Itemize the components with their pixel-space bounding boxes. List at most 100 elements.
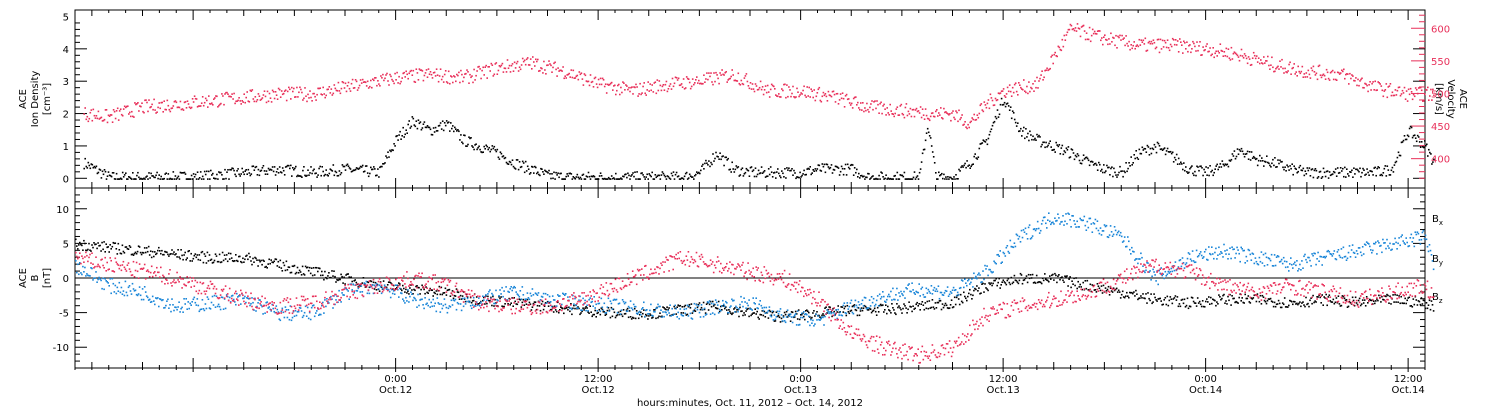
density-series-point	[373, 166, 375, 168]
density-series-point	[539, 174, 541, 177]
velocity-series-point	[1078, 28, 1081, 30]
velocity-series-point	[898, 114, 901, 116]
density-series-point	[747, 169, 750, 172]
density-series-point	[1263, 165, 1265, 167]
velocity-series-point	[935, 110, 937, 113]
density-series-point	[170, 178, 173, 180]
series-by-point	[125, 291, 128, 294]
velocity-series-point	[1292, 66, 1294, 69]
velocity-series-point	[957, 120, 959, 123]
series-by-point	[242, 297, 244, 300]
density-series-point	[711, 163, 713, 166]
series-bx-point	[1347, 305, 1350, 308]
velocity-series-point	[1194, 45, 1196, 48]
velocity-series-point	[1282, 67, 1284, 70]
density-series-point	[828, 167, 831, 170]
density-series-point	[1341, 170, 1343, 172]
series-by-point	[172, 304, 174, 306]
density-series-point	[1069, 156, 1072, 158]
velocity-series-point	[641, 92, 643, 94]
series-bx-point	[1300, 305, 1302, 308]
velocity-series-point	[921, 108, 924, 110]
density-series-point	[960, 166, 962, 169]
density-series-point	[1165, 150, 1168, 152]
density-series-point	[455, 128, 457, 130]
velocity-series-point	[183, 101, 186, 104]
velocity-series-point	[1392, 94, 1395, 97]
velocity-series-point	[1417, 87, 1420, 89]
velocity-series-point	[845, 93, 848, 96]
density-series-point	[873, 178, 875, 180]
velocity-series-point	[1309, 77, 1312, 79]
density-series-point	[396, 135, 398, 137]
velocity-series-point	[209, 102, 211, 105]
velocity-series-point	[868, 111, 870, 113]
density-series-point	[1067, 146, 1070, 148]
density-series-point	[822, 165, 825, 168]
velocity-series-point	[1007, 90, 1010, 93]
density-series-point	[1309, 175, 1312, 177]
velocity-series-point	[862, 102, 864, 104]
series-by-point	[400, 292, 402, 294]
series-bx-point	[1068, 278, 1070, 280]
velocity-series-point	[1047, 69, 1049, 72]
velocity-series-point	[917, 110, 920, 112]
velocity-series-point	[1284, 67, 1286, 70]
density-series-point	[1226, 163, 1229, 166]
series-by-point	[212, 304, 215, 306]
series-by-point	[131, 282, 134, 285]
velocity-series-point	[837, 103, 840, 105]
velocity-series-point	[270, 101, 273, 103]
density-series-point	[665, 178, 668, 180]
series-bx-point	[793, 316, 796, 318]
series-by-point	[190, 304, 192, 306]
series-by-point	[444, 303, 447, 306]
series-by-point	[483, 299, 485, 301]
series-bx-point	[224, 258, 227, 260]
series-by-point	[477, 304, 479, 307]
velocity-series-point	[743, 77, 746, 79]
density-series-point	[459, 139, 461, 141]
density-series-point	[489, 150, 491, 153]
velocity-series-point	[951, 112, 953, 114]
series-bx-point	[1185, 304, 1188, 307]
density-series-point	[950, 176, 952, 179]
series-by-point	[306, 306, 309, 309]
velocity-series-point	[1101, 37, 1103, 39]
series-bx-point	[759, 313, 761, 316]
series-by-point	[502, 295, 504, 298]
series-bx-point	[771, 311, 774, 314]
series-bx-point	[709, 300, 712, 303]
density-series-point	[680, 177, 683, 179]
velocity-series-point	[1420, 89, 1423, 92]
series-bx-point	[706, 302, 709, 304]
series-bx-point	[805, 310, 807, 312]
density-series-point	[1153, 143, 1156, 146]
velocity-series-point	[395, 79, 397, 81]
velocity-series-point	[771, 84, 774, 87]
velocity-series-point	[415, 68, 418, 70]
density-series-point	[1276, 166, 1278, 168]
velocity-series-point	[900, 103, 903, 106]
density-series-point	[265, 170, 268, 172]
density-series-point	[866, 176, 868, 179]
series-bx-point	[1262, 296, 1265, 298]
density-series-point	[441, 120, 444, 122]
series-bx-point	[461, 295, 464, 297]
velocity-series-point	[762, 93, 765, 96]
density-series-point	[1324, 175, 1327, 178]
velocity-series-point	[912, 108, 915, 111]
density-series-point	[117, 178, 120, 180]
density-series-point	[668, 177, 671, 179]
series-by-point	[301, 316, 304, 319]
velocity-series-point	[217, 106, 219, 108]
velocity-series-point	[680, 83, 683, 85]
density-series-point	[1073, 158, 1076, 161]
velocity-series-point	[787, 95, 789, 98]
density-series-point	[94, 167, 97, 169]
density-series-point	[1160, 148, 1163, 150]
series-bx-point	[429, 287, 431, 290]
series-bx-point	[491, 304, 493, 307]
density-series-point	[759, 172, 762, 174]
density-series-point	[1126, 170, 1128, 173]
